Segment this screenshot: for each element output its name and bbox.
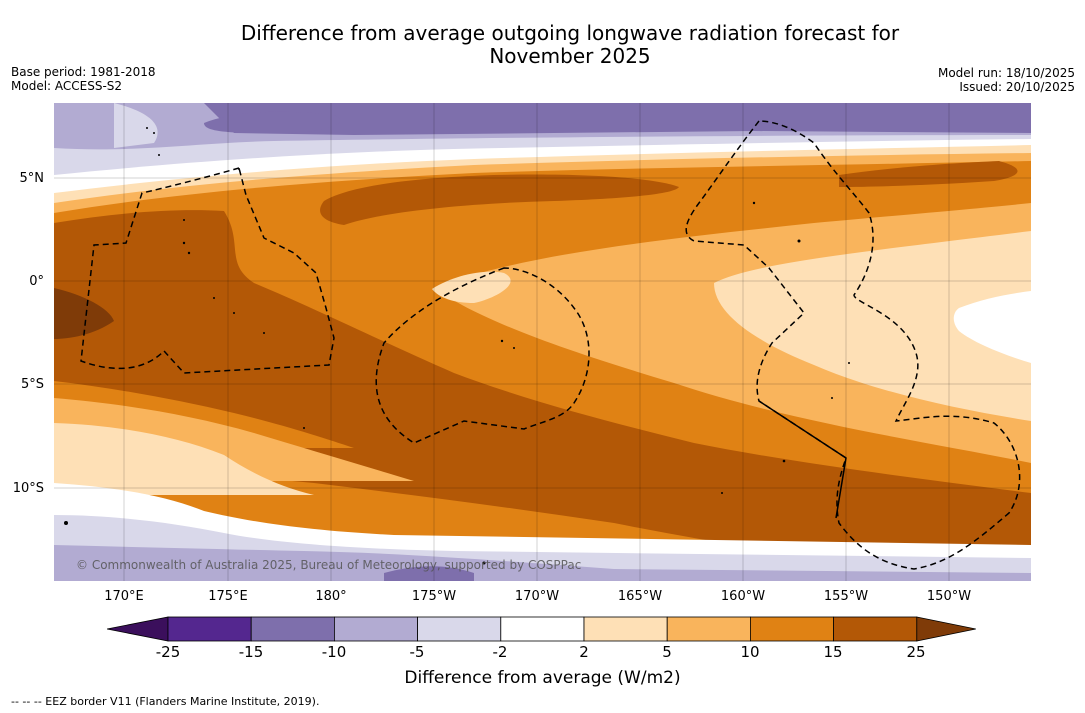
band-north-pale-lilac-2	[114, 103, 158, 148]
colorbar-label: Difference from average (W/m2)	[404, 668, 681, 688]
lon-label-175w: 175°W	[411, 589, 457, 604]
band-north-purple-blob	[204, 111, 341, 134]
copyright-notice: © Commonwealth of Australia 2025, Bureau…	[76, 558, 582, 572]
run-info: Model run: 18/10/2025 Issued: 20/10/2025	[938, 66, 1075, 94]
colorbar-segment	[666, 616, 751, 642]
lon-label-175e: 175°E	[208, 589, 248, 604]
colorbar-segment	[583, 616, 668, 642]
colorbar-tick: -15	[238, 643, 264, 661]
colorbar-extend-high	[916, 616, 976, 642]
title-line-2: November 2025	[489, 44, 651, 68]
lon-label-170w: 170°W	[514, 589, 560, 604]
colorbar-segment	[833, 616, 918, 642]
model-info: Base period: 1981-2018 Model: ACCESS-S2	[11, 65, 156, 93]
colorbar-segment	[417, 616, 502, 642]
graticule	[54, 103, 1031, 581]
band-darkest-west	[54, 288, 114, 339]
lon-label-180: 180°	[315, 589, 347, 604]
colorbar-extend-low	[107, 616, 169, 642]
eez-kiribati-gilbert	[80, 167, 335, 374]
colorbar-tick: 5	[662, 643, 672, 661]
title-line-1: Difference from average outgoing longwav…	[240, 21, 900, 45]
lon-label-165w: 165°W	[617, 589, 663, 604]
band-purple-south-blob	[384, 566, 474, 581]
lat-label-10s: 10°S	[12, 481, 44, 496]
lon-label-155w: 155°W	[823, 589, 869, 604]
colorbar-tick: 25	[906, 643, 926, 661]
colorbar	[107, 616, 976, 642]
colorbar-tick: 2	[579, 643, 589, 661]
colorbar-tick: -2	[492, 643, 508, 661]
lon-label-160w: 160°W	[720, 589, 766, 604]
band-pale-orange-centre	[432, 271, 511, 303]
colorbar-tick: 10	[740, 643, 760, 661]
lat-label-5s: 5°S	[20, 377, 44, 392]
colorbar-tick: -10	[321, 643, 347, 661]
colorbar-segment	[750, 616, 835, 642]
colorbar-segment	[167, 616, 252, 642]
colorbar-tick: -25	[155, 643, 181, 661]
band-pale-orange-sw	[54, 423, 314, 495]
eez-solid-border	[758, 400, 847, 519]
lat-label-5n: 5°N	[19, 171, 45, 186]
band-pale-orange-east-2	[714, 231, 1031, 421]
band-white-east	[953, 291, 1031, 363]
colorbar-tick: -5	[409, 643, 425, 661]
lon-label-170e: 170°E	[104, 589, 144, 604]
island-markers	[64, 127, 850, 565]
colorbar-segment	[500, 616, 585, 642]
eez-borders	[80, 120, 1021, 570]
band-lilac-south	[54, 545, 1031, 581]
map-title: Difference from average outgoing longwav…	[120, 22, 1020, 68]
lat-label-0: 0°	[29, 274, 44, 289]
eez-kiribati-line	[685, 120, 1021, 570]
band-dark-orange-diagonal	[54, 210, 1031, 581]
olr-anomaly-map	[54, 103, 1031, 581]
band-north-dark-purple	[204, 103, 1031, 135]
model-run: Model run: 18/10/2025	[937, 66, 1075, 80]
model-name: Model: ACCESS-S2	[11, 79, 123, 93]
colorbar-segment	[250, 616, 335, 642]
base-period: Base period: 1981-2018	[11, 65, 156, 79]
eez-kiribati-phoenix	[375, 267, 590, 444]
eez-footnote: -- -- -- EEZ border V11 (Flanders Marine…	[11, 695, 320, 708]
colorbar-tick: 15	[823, 643, 843, 661]
band-dark-orange-north-streak	[320, 174, 679, 225]
colorbar-segment	[333, 616, 418, 642]
lon-label-150w: 150°W	[926, 589, 972, 604]
issued-date: Issued: 20/10/2025	[959, 80, 1075, 94]
band-dark-orange-ne-streak	[839, 161, 1018, 187]
